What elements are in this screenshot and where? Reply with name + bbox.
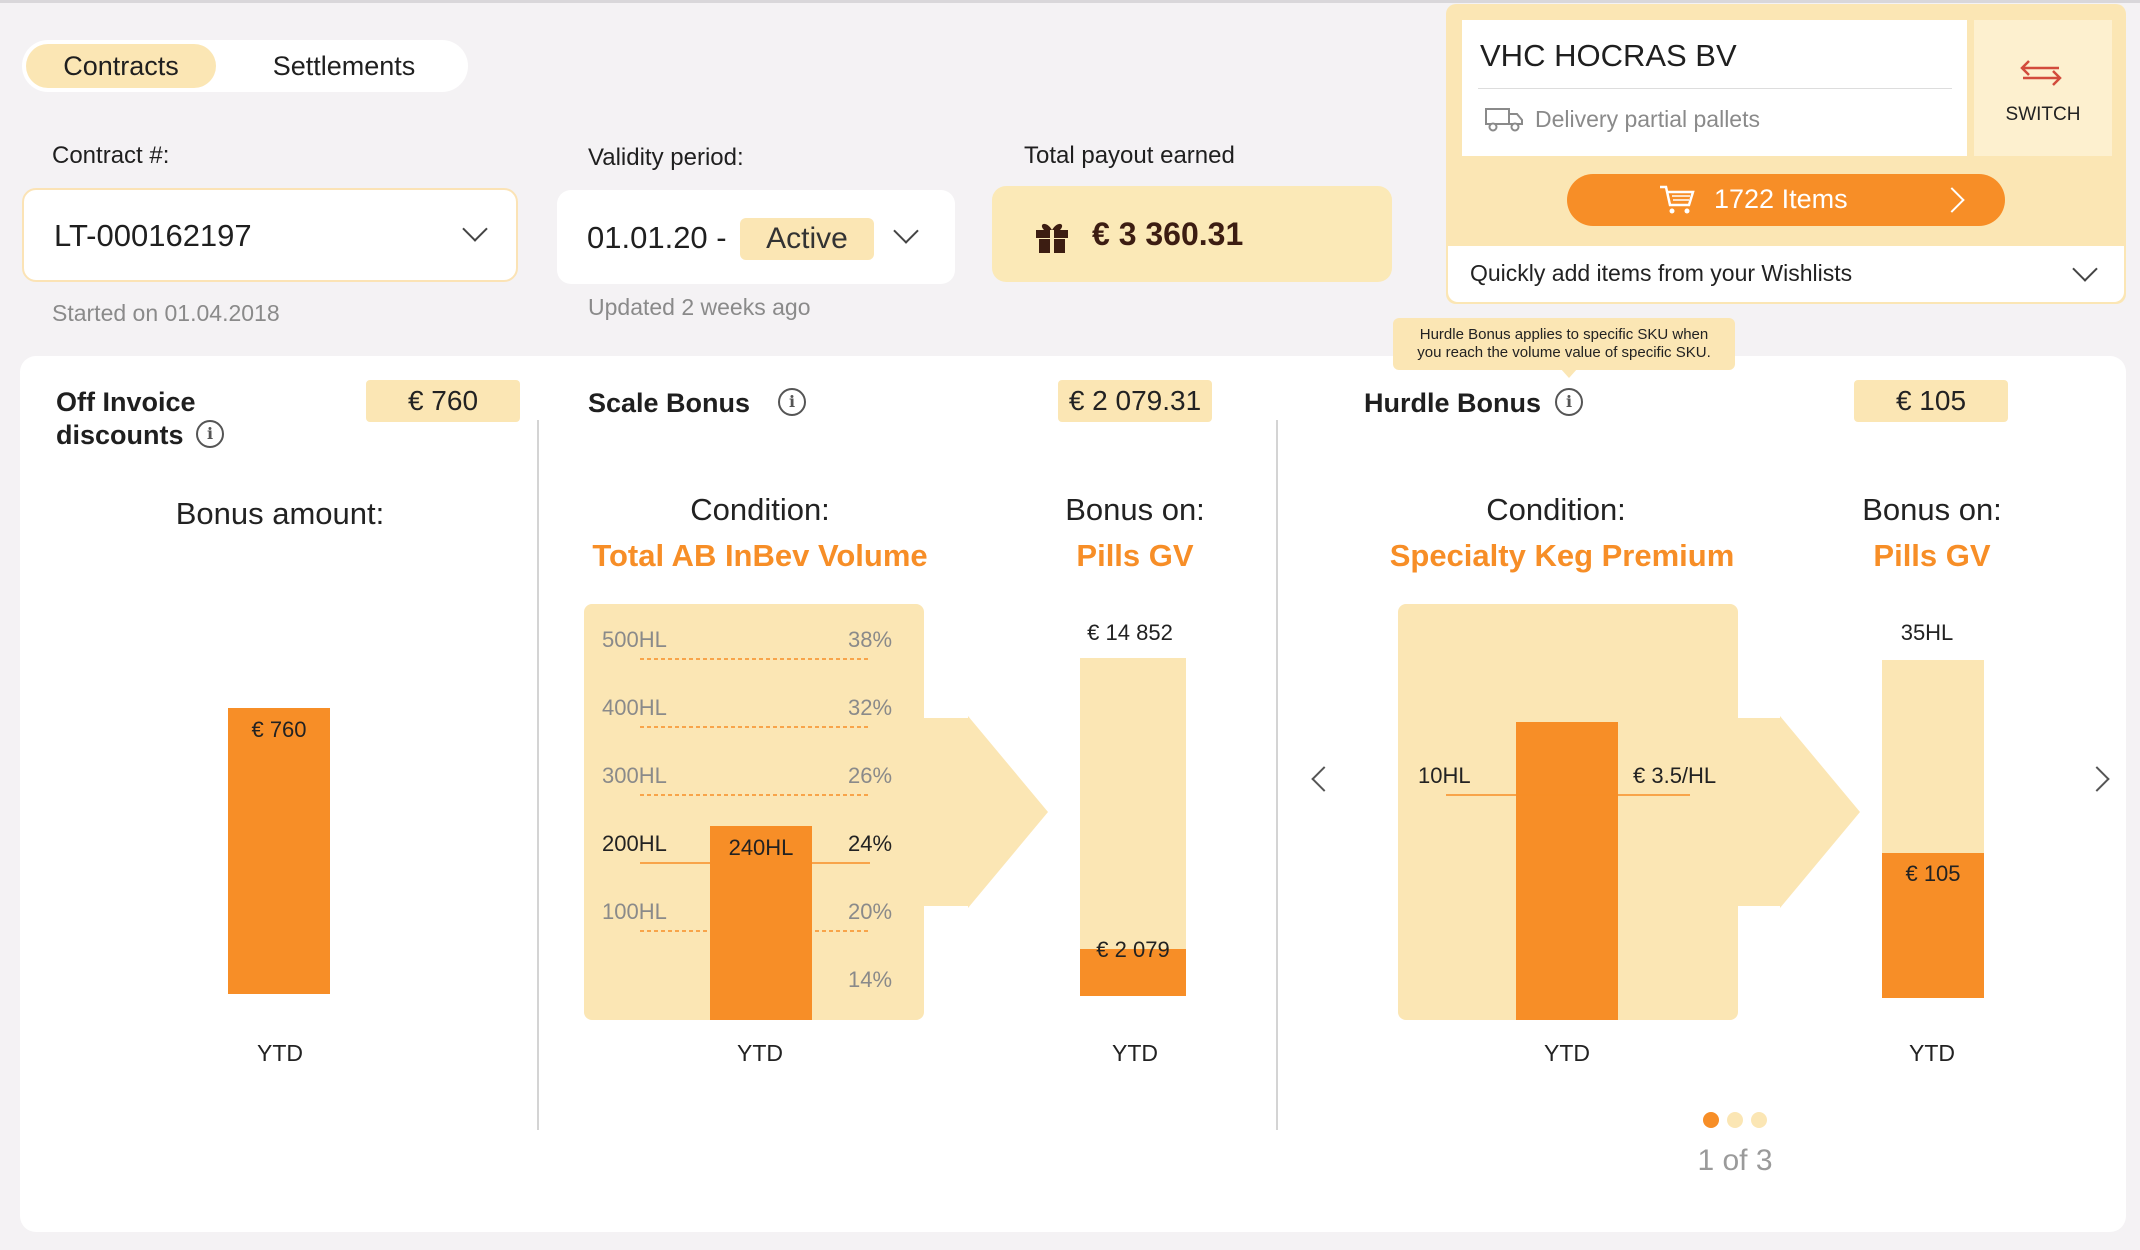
payout-label: Total payout earned (1024, 142, 1235, 169)
bonus-amount-heading: Bonus amount: (175, 496, 385, 531)
hurdle-earned-value: € 105 (1905, 861, 1961, 886)
switch-label: SWITCH (2005, 104, 2081, 125)
bonus-on-heading: Bonus on: (1065, 492, 1205, 527)
hurdle-result-bar (1882, 660, 1984, 998)
current-volume: 240HL (728, 835, 794, 860)
payout-box: € 3 360.31 (992, 186, 1392, 282)
tier-volume: 300HL (602, 763, 667, 788)
cart-icon (1660, 185, 1695, 214)
scale-earned-value: € 2 079 (1096, 937, 1170, 962)
tab-bar: Contracts Settlements (22, 40, 468, 92)
validity-label: Validity period: (588, 144, 744, 171)
switch-account-button[interactable] (1974, 20, 2112, 156)
scale-target-value: € 14 852 (1087, 620, 1173, 645)
condition-value: Specialty Keg Premium (1389, 538, 1735, 573)
tier-pct: 14% (848, 967, 893, 992)
tab-settlements[interactable]: Settlements (272, 51, 416, 81)
off-invoice-title: Off Invoice discounts (56, 387, 196, 450)
validity-value: 01.01.20 - (587, 220, 727, 255)
off-invoice-amount: € 760 (366, 380, 520, 422)
scale-bonus-amount: € 2 079.31 (1058, 380, 1212, 422)
off-invoice-bar (228, 708, 330, 994)
scale-result-fill (1080, 949, 1186, 996)
condition-value: Total AB InBev Volume (592, 538, 928, 573)
info-icon[interactable]: i (196, 420, 224, 448)
ytd-label: YTD (737, 1040, 783, 1066)
pager-dot-active[interactable] (1703, 1112, 1719, 1128)
tier-pct: 32% (848, 695, 893, 720)
hurdle-tooltip: Hurdle Bonus applies to specific SKU whe… (1393, 318, 1735, 370)
gift-icon (1036, 223, 1068, 253)
hurdle-bonus-title: Hurdle Bonus (1364, 388, 1542, 418)
contract-label: Contract #: (52, 142, 170, 169)
hurdle-bonus-amount: € 105 (1854, 380, 2008, 422)
tier-volume: 500HL (602, 627, 667, 652)
tier-pct: 38% (848, 627, 893, 652)
validity-select[interactable]: 01.01.20 - Active (557, 190, 955, 284)
hurdle-result-fill (1882, 853, 1984, 998)
hurdle-threshold: 10HL (1418, 763, 1471, 788)
divider (537, 420, 539, 1130)
contract-value: LT-000162197 (54, 218, 252, 253)
contract-started: Started on 01.04.2018 (52, 300, 280, 326)
scale-tier-chart (584, 604, 1048, 1020)
cart-items-button[interactable]: 1722 Items (1567, 174, 2005, 226)
tier-volume: 200HL (602, 831, 667, 856)
account-delivery: Delivery partial pallets (1535, 106, 1760, 132)
condition-heading: Condition: (1486, 492, 1626, 527)
info-icon[interactable]: i (778, 388, 806, 416)
cart-items-label: 1722 Items (1714, 184, 1848, 214)
pager-dot[interactable] (1751, 1112, 1767, 1128)
wishlist-label: Quickly add items from your Wishlists (1470, 260, 1853, 286)
bonus-on-heading: Bonus on: (1862, 492, 2002, 527)
validity-updated: Updated 2 weeks ago (588, 294, 811, 320)
tier-volume: 100HL (602, 899, 667, 924)
ytd-label: YTD (1544, 1040, 1590, 1066)
wishlist-dropdown[interactable]: Quickly add items from your Wishlists (1448, 246, 2124, 302)
contract-select[interactable]: LT-000162197 (22, 188, 518, 282)
bonus-on-value: Pills GV (1873, 538, 1991, 573)
tier-volume: 400HL (602, 695, 667, 720)
divider (1478, 88, 1952, 89)
pager-dot[interactable] (1727, 1112, 1743, 1128)
chevron-down-icon (893, 218, 919, 244)
hurdle-target-value: 35HL (1900, 620, 1954, 645)
scale-bonus-title: Scale Bonus (588, 388, 751, 418)
off-invoice-bar-label: € 760 (251, 717, 307, 742)
ytd-label: YTD (1112, 1040, 1158, 1066)
ytd-label: YTD (257, 1040, 303, 1066)
scale-result-bar (1080, 658, 1186, 996)
tooltip-arrow (1560, 368, 1578, 378)
divider (1276, 420, 1278, 1130)
chevron-down-icon (2072, 256, 2098, 282)
tier-pct: 26% (848, 763, 893, 788)
bonus-on-value: Pills GV (1076, 538, 1194, 573)
chevron-right-icon (1939, 187, 1965, 213)
top-border (0, 0, 2140, 3)
tab-contracts[interactable]: Contracts (26, 44, 216, 88)
hurdle-rate: € 3.5/HL (1633, 763, 1717, 788)
hurdle-chart (1398, 604, 1860, 1020)
switch-arrows-icon (2020, 60, 2062, 86)
tier-pct: 20% (848, 899, 893, 924)
payout-value: € 3 360.31 (1092, 216, 1244, 252)
info-icon[interactable]: i (1555, 388, 1583, 416)
account-name: VHC HOCRAS BV (1480, 38, 1737, 73)
truck-icon (1485, 108, 1523, 132)
ytd-label: YTD (1909, 1040, 1955, 1066)
pager-label: 1 of 3 (1697, 1144, 1773, 1177)
condition-heading: Condition: (690, 492, 830, 527)
chevron-down-icon (462, 216, 488, 242)
status-badge: Active (740, 218, 874, 260)
tier-pct: 24% (848, 831, 893, 856)
